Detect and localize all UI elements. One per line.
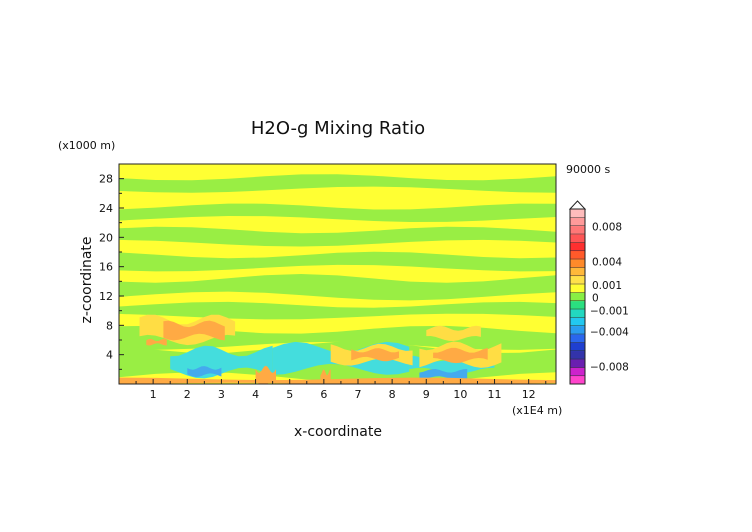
contour-region-neg_small (119, 226, 556, 247)
plot-frame (118, 163, 557, 385)
y-tick-label: 8 (106, 319, 113, 332)
y-tick-label: 16 (99, 261, 113, 274)
colorbar-arrow (568, 200, 587, 210)
colorbar-segment (570, 375, 585, 385)
colorbar-label: 0.001 (592, 280, 622, 292)
contour-region-pos_mid (433, 347, 488, 364)
colorbar-segment (570, 250, 585, 260)
colorbar-label: 0.004 (592, 257, 622, 269)
x-axis: 1 2 3 4 5 6 7 8 9 10 11 12 (135, 379, 547, 401)
colorbar-segment (570, 225, 585, 235)
colorbar-segment (570, 267, 585, 277)
y-tick-label: 20 (99, 231, 113, 244)
chart-title: H2O-g Mixing Ratio (251, 118, 425, 139)
contour-region-neg_small (119, 174, 556, 193)
contour-region-pos_mid (351, 348, 399, 362)
contour-region-pos_mid (320, 369, 331, 384)
colorbar-segments (570, 209, 585, 385)
time-label: 90000 s (566, 163, 610, 176)
colorbar-segment (570, 217, 585, 227)
colorbar-segment (570, 342, 585, 352)
contour-region-neg_small (119, 203, 556, 222)
x-tick-label: 3 (218, 388, 225, 401)
colorbar-segment (570, 275, 585, 285)
contour-field-layer (119, 174, 556, 384)
contour-region-neg_small (119, 274, 556, 301)
colorbar-label: 0 (592, 293, 599, 305)
colorbar-segment (570, 234, 585, 243)
colorbar-segment (570, 300, 585, 310)
colorbar-segment (570, 367, 585, 377)
colorbar-segment (570, 292, 585, 302)
colorbar-segment (570, 284, 585, 293)
x-axis-label: x-coordinate (294, 424, 382, 440)
colorbar-label: 0.008 (592, 222, 622, 234)
y-axis: 4 8 12 16 20 24 28 (99, 173, 124, 370)
y-unit-label: (x1000 m) (58, 139, 115, 152)
colorbar-segment (570, 350, 585, 360)
y-tick-label: 12 (99, 290, 113, 303)
x-tick-label: 2 (184, 388, 191, 401)
contour-region-pos_mid (255, 365, 276, 384)
x-tick-label: 8 (389, 388, 396, 401)
x-tick-label: 11 (488, 388, 502, 401)
y-axis-label: z-coordinate (79, 236, 95, 323)
contour-region-pos_mid (146, 338, 167, 346)
contour-region-pos_small (426, 325, 481, 341)
x-tick-label: 9 (423, 388, 430, 401)
colorbar-frame (569, 208, 586, 385)
contour-region-neg_large (187, 366, 222, 377)
colorbar-segment (570, 242, 585, 252)
colorbar-segment (570, 309, 585, 318)
contour-region-pos_mid (163, 320, 225, 341)
contour-region-neg_small (119, 301, 556, 320)
x-tick-label: 7 (354, 388, 361, 401)
colorbar-segment (570, 334, 585, 343)
plot-area (118, 163, 557, 385)
contour-region-neg_small (119, 251, 556, 272)
x-tick-label: 10 (453, 388, 467, 401)
y-tick-label: 24 (99, 202, 113, 215)
colorbar-segment (570, 259, 585, 268)
colorbar-segment (570, 359, 585, 368)
contour-region-neg_large (419, 369, 468, 380)
x-tick-label: 6 (320, 388, 327, 401)
x-tick-label: 5 (286, 388, 293, 401)
colorbar-segment (570, 317, 585, 327)
colorbar-label: −0.001 (590, 305, 629, 317)
contour-region-pos_mid (119, 377, 556, 384)
x-tick-label: 12 (522, 388, 536, 401)
y-tick-label: 28 (99, 173, 113, 186)
y-tick-label: 4 (106, 349, 113, 362)
colorbar-label: −0.004 (590, 327, 629, 339)
colorbar-label: −0.008 (590, 362, 629, 374)
colorbar-segment (570, 325, 585, 335)
x-unit-label: (x1E4 m) (512, 404, 562, 417)
colorbar-segment (570, 209, 585, 218)
x-tick-label: 4 (252, 388, 259, 401)
x-tick-label: 1 (150, 388, 157, 401)
